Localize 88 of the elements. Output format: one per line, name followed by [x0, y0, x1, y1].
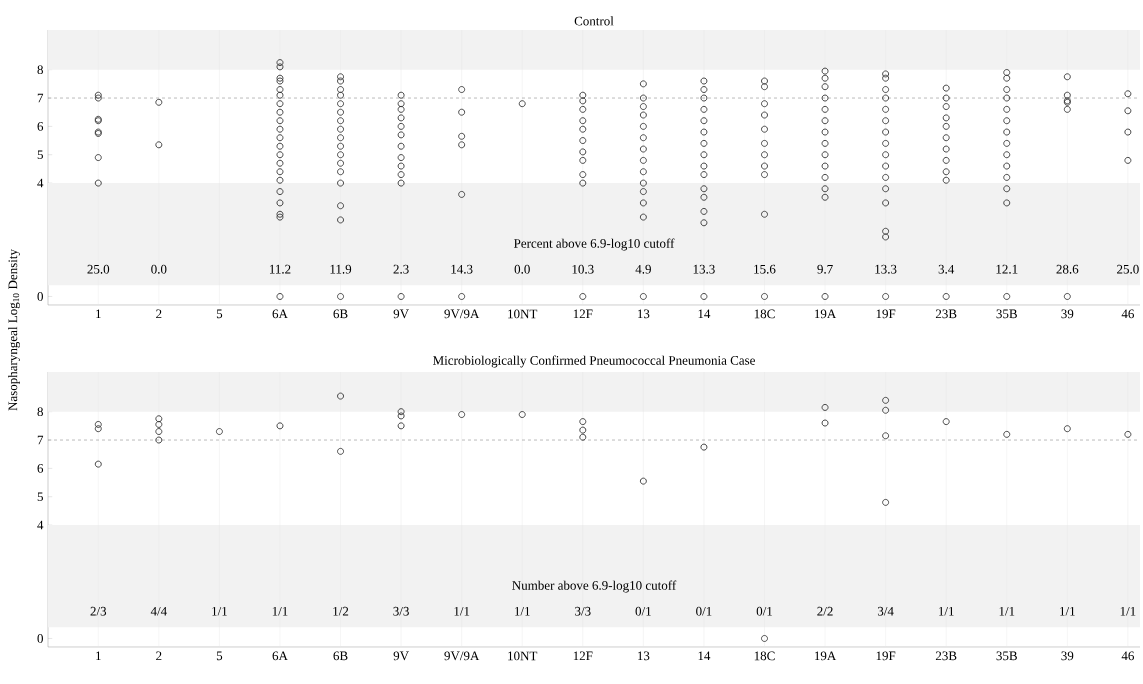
annotation: 14.3 — [451, 264, 473, 274]
annotation: 1/1 — [1120, 606, 1136, 616]
y-tick-label: 4 — [37, 178, 44, 188]
x-tick-label: 18C — [754, 651, 775, 661]
y-tick-label: 8 — [37, 65, 43, 75]
annotation: 13.3 — [693, 264, 715, 274]
x-tick-label: 23B — [935, 309, 957, 319]
annotation: 1/1 — [272, 606, 288, 616]
annotation: 11.9 — [330, 264, 352, 274]
annotation: 12.1 — [996, 264, 1018, 274]
annotation: 1/1 — [939, 606, 954, 616]
x-tick-label: 2 — [156, 651, 162, 661]
x-tick-label: 18C — [754, 309, 775, 319]
x-tick-label: 19F — [876, 309, 896, 319]
y-tick-label: 0 — [37, 292, 43, 301]
chart-title: Control — [574, 16, 614, 26]
annotation: 3/3 — [393, 606, 409, 616]
annotation: 1/2 — [333, 606, 349, 616]
annotation: 3.4 — [938, 264, 955, 274]
y-tick-label: 7 — [37, 93, 44, 103]
x-tick-label: 46 — [1121, 309, 1134, 319]
y-axis-title: Nasopharyngeal Log$_{10}$ Density — [8, 249, 20, 411]
annotation: 9.7 — [817, 264, 833, 274]
annotation: 25.0 — [1117, 264, 1139, 274]
y-tick-label: 8 — [37, 407, 43, 417]
x-tick-label: 6A — [272, 309, 288, 319]
x-tick-label: 10NT — [508, 651, 538, 661]
x-tick-label: 5 — [216, 651, 223, 661]
x-tick-label: 13 — [638, 651, 650, 661]
x-tick-label: 9V/9A — [444, 309, 480, 319]
x-tick-label: 12F — [573, 309, 593, 319]
x-tick-label: 13 — [638, 309, 650, 319]
annotation: 11.2 — [269, 264, 291, 274]
annotation: 0/1 — [756, 606, 773, 616]
x-tick-label: 35B — [996, 309, 1017, 319]
annotation: 25.0 — [87, 264, 110, 274]
annotation: 1/1 — [515, 606, 530, 616]
y-tick-label: 5 — [37, 492, 43, 502]
x-tick-label: 10NT — [508, 309, 538, 319]
annotation: 15.6 — [754, 264, 776, 274]
annotation: 1/1 — [1060, 606, 1075, 616]
annotation: 0/1 — [635, 606, 651, 616]
annotation: 2.3 — [393, 264, 409, 274]
annotation: 3/3 — [575, 606, 591, 616]
y-tick-label: 5 — [37, 150, 43, 160]
x-tick-label: 9V — [393, 651, 409, 661]
x-tick-label: 14 — [698, 651, 711, 661]
annotation: 28.6 — [1056, 264, 1079, 274]
x-tick-label: 1 — [96, 309, 101, 319]
annotation: 2/2 — [817, 606, 833, 616]
x-tick-label: 39 — [1061, 651, 1074, 661]
y-tick-label: 6 — [37, 122, 44, 131]
annotation: 10.3 — [572, 264, 594, 274]
x-tick-label: 19F — [876, 651, 896, 661]
annotation: 1/1 — [999, 606, 1015, 616]
annotation: 4/4 — [150, 606, 167, 616]
annotation: Number above 6.9-log10 cutoff — [512, 580, 677, 593]
x-tick-label: 19A — [815, 309, 837, 319]
x-tick-label: 9V/9A — [444, 651, 480, 661]
x-tick-label: 6B — [333, 651, 348, 661]
annotation: 1/1 — [454, 606, 470, 616]
y-tick-label: 4 — [37, 520, 44, 530]
annotation: 3/4 — [877, 606, 894, 616]
annotation: 13.3 — [875, 264, 897, 274]
x-tick-label: 35B — [996, 651, 1017, 661]
chart-title: Microbiologically Confirmed Pneumococcal Pneumonia Case — [433, 355, 755, 368]
x-tick-label: 39 — [1061, 309, 1074, 319]
annotation: Percent above 6.9-log10 cutoff — [514, 238, 675, 251]
x-tick-label: 46 — [1121, 651, 1134, 661]
y-tick-label: 0 — [37, 634, 43, 643]
x-tick-label: 9V — [393, 309, 409, 319]
x-tick-label: 12F — [573, 651, 593, 661]
annotation: 0.0 — [151, 264, 167, 274]
annotation: 2/3 — [90, 606, 107, 616]
x-tick-label: 6B — [333, 309, 348, 319]
y-tick-label: 6 — [37, 464, 44, 473]
annotation: 0/1 — [696, 606, 712, 616]
x-tick-label: 23B — [935, 651, 957, 661]
x-tick-label: 2 — [156, 309, 162, 319]
x-tick-label: 5 — [216, 309, 223, 319]
x-tick-label: 6A — [272, 651, 288, 661]
y-tick-label: 7 — [37, 435, 44, 445]
annotation: 1/1 — [212, 606, 227, 616]
x-tick-label: 14 — [698, 309, 711, 319]
annotation: 4.9 — [635, 264, 651, 274]
x-tick-label: 1 — [96, 651, 101, 661]
x-tick-label: 19A — [815, 651, 837, 661]
annotation: 0.0 — [514, 264, 530, 274]
